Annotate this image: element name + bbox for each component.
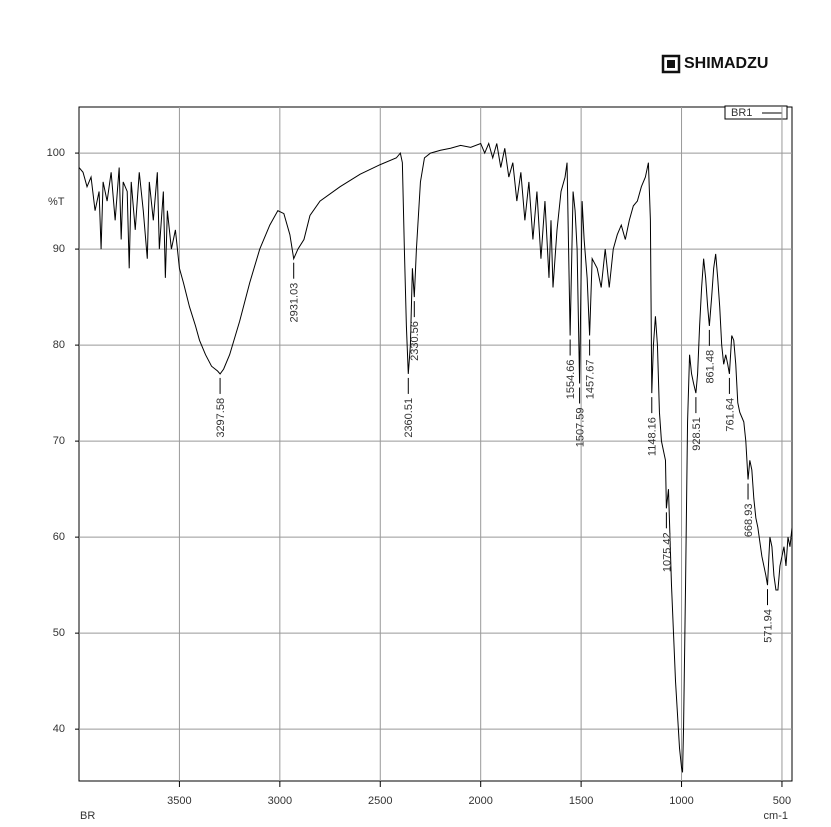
x-tick-label: 3000 — [268, 795, 292, 807]
peak-label: 1075.42 — [661, 532, 673, 572]
y-tick-label: 60 — [53, 531, 65, 543]
peak-label: 1507.59 — [574, 408, 586, 448]
plot-frame — [78, 106, 793, 782]
peak-label: 571.94 — [762, 609, 774, 643]
brand: SHIMADZU — [684, 55, 768, 72]
x-tick-label: 1500 — [569, 795, 593, 807]
legend-label: BR1 — [731, 107, 752, 119]
x-tick-label: 2000 — [468, 795, 492, 807]
y-tick-label: 90 — [53, 243, 65, 255]
peak-label: 761.64 — [724, 398, 736, 432]
x-tick-label: 1000 — [669, 795, 693, 807]
peak-label: 2330.56 — [409, 321, 421, 361]
peak-label: 3297.58 — [215, 398, 227, 438]
peak-label: 1457.67 — [585, 360, 597, 400]
peak-label: 668.93 — [743, 504, 755, 538]
peak-label: 1554.66 — [565, 360, 577, 400]
y-tick-label: 40 — [53, 723, 65, 735]
x-tick-label: 500 — [773, 795, 791, 807]
peak-label: 2360.51 — [403, 398, 415, 438]
x-axis-label: cm-1 — [764, 810, 788, 822]
y-tick-label: 70 — [53, 435, 65, 447]
logo-icon — [661, 54, 681, 74]
y-tick-label: 100 — [47, 147, 65, 159]
y-tick-label: 50 — [53, 627, 65, 639]
sample-label: BR — [80, 810, 95, 822]
peak-label: 2931.03 — [289, 283, 301, 323]
x-tick-label: 2500 — [368, 795, 392, 807]
x-tick-label: 3500 — [167, 795, 191, 807]
logo-icon-inner — [667, 60, 675, 68]
spectrum-line — [78, 141, 793, 773]
peak-label: 1148.16 — [647, 417, 659, 456]
peak-label: 861.48 — [704, 350, 716, 384]
y-tick-label: 80 — [53, 339, 65, 351]
peak-label: 928.51 — [691, 417, 703, 451]
y-axis-label: %T — [48, 196, 65, 208]
legend — [724, 105, 788, 120]
